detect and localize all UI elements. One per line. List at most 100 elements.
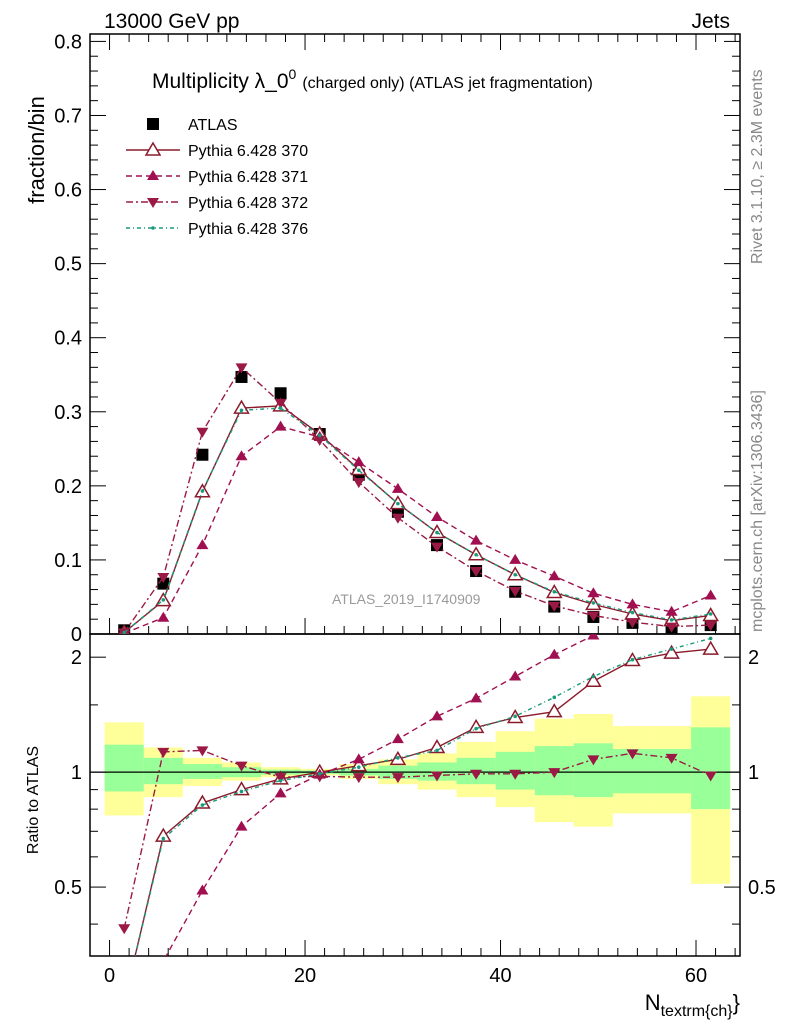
ratio-data-point <box>274 787 287 798</box>
ratio-series-pythia-6-428-372 <box>118 746 717 935</box>
ratio-data-point <box>274 773 287 784</box>
mcplots-label: mcplots.cern.ch [arXiv:1306.3436] <box>749 390 766 632</box>
main-data-point <box>626 618 639 629</box>
legend-marker <box>147 170 159 180</box>
ratio-data-point <box>157 747 170 758</box>
ratio-data-point <box>545 703 563 718</box>
main-y-tick-label: 0.5 <box>54 254 82 276</box>
main-data-point <box>239 408 244 413</box>
main-data-point <box>233 399 250 414</box>
x-tick-label: 60 <box>685 965 707 987</box>
main-data-point <box>591 601 596 605</box>
main-y-tick-label: 0.6 <box>54 180 82 202</box>
ratio-y-tick-label-right: 2 <box>748 647 759 669</box>
ratio-data-point <box>352 773 365 784</box>
legend-label: Pythia 6.428 370 <box>188 143 308 160</box>
ratio-data-point <box>663 644 680 659</box>
legend-label: Pythia 6.428 371 <box>188 169 308 186</box>
ratio-data-point <box>509 769 522 780</box>
x-axis-label: Ntextrm{ch}} <box>645 990 740 1020</box>
ratio-series-line <box>165 634 600 956</box>
title-main: Multiplicity λ_0 <box>152 70 289 93</box>
band-green-segment <box>104 744 144 792</box>
ratio-y-tick-label: 1 <box>71 762 82 784</box>
main-data-point <box>274 387 287 400</box>
main-data-point <box>122 630 127 634</box>
main-data-point <box>274 420 287 431</box>
legend-entry: Pythia 6.428 376 <box>126 221 308 238</box>
x-label-main: N <box>645 990 661 1015</box>
main-data-point <box>513 572 517 577</box>
main-data-point <box>391 482 404 493</box>
ratio-data-point <box>161 836 166 841</box>
legend-entry: ATLAS <box>147 117 238 134</box>
ratio-data-point <box>313 772 326 783</box>
axis-ticks: 00.10.20.30.40.50.60.70.80 20 40 600.5 0.51 1… <box>54 31 776 987</box>
main-data-point <box>665 622 678 633</box>
main-y-tick-label: 0.8 <box>54 31 82 53</box>
main-series <box>118 363 719 634</box>
ratio-data-point <box>470 769 483 780</box>
main-data-point <box>626 598 639 609</box>
main-data-point <box>391 513 404 524</box>
band-green-segment <box>573 743 613 798</box>
main-ylabel: fraction/bin <box>24 96 49 204</box>
ratio-data-point <box>626 749 639 760</box>
main-data-point <box>235 450 248 461</box>
header-right: Jets <box>691 10 730 33</box>
main-data-point <box>708 612 713 616</box>
main-data-point <box>435 530 439 535</box>
ratio-series-line <box>134 648 711 956</box>
main-series-pythia-6-428-372 <box>118 363 717 634</box>
ratio-data-point <box>162 955 164 956</box>
ratio-data-point <box>430 771 443 782</box>
ratio-data-point <box>317 772 322 776</box>
ratio-data-point <box>669 647 674 651</box>
ratio-data-point <box>552 695 557 700</box>
ratio-data-point <box>708 636 713 641</box>
main-data-point <box>548 601 561 612</box>
ratio-series-line <box>134 637 711 956</box>
legend-entry: Pythia 6.428 370 <box>126 141 308 160</box>
main-data-point <box>235 363 248 374</box>
main-data-point <box>470 567 483 578</box>
ratio-y-tick-label: 2 <box>71 647 82 669</box>
legend-marker <box>147 198 159 208</box>
ratio-data-point <box>200 803 205 807</box>
main-data-point <box>396 501 400 506</box>
ratio-data-point <box>239 789 244 794</box>
ratio-data-point <box>509 670 522 681</box>
ratio-series-pythia-6-428-376 <box>134 636 713 956</box>
main-y-tick-label: 0.4 <box>54 328 82 350</box>
legend-entry: Pythia 6.428 371 <box>126 169 308 186</box>
ratio-series <box>118 634 719 956</box>
legend-marker <box>151 226 155 230</box>
main-series-pythia-6-428-371 <box>120 420 717 634</box>
ratio-data-point <box>665 753 678 764</box>
band-green-segment <box>691 727 731 810</box>
x-tick-label: 40 <box>489 965 511 987</box>
band-green-segment <box>143 757 183 785</box>
ratio-data-point <box>233 781 250 796</box>
main-data-point <box>470 534 483 545</box>
main-data-point <box>587 611 600 622</box>
main-data-point <box>552 589 557 594</box>
ratio-data-point <box>196 884 209 895</box>
ratio-series-line <box>123 749 711 929</box>
ratio-data-point <box>235 761 248 772</box>
ratio-data-point <box>118 924 131 935</box>
x-tick-label: 20 <box>294 965 316 987</box>
ratio-data-point <box>235 820 248 831</box>
analysis-watermark: ATLAS_2019_I1740909 <box>332 591 481 607</box>
main-data-point <box>200 489 205 493</box>
legend-label: ATLAS <box>188 117 238 134</box>
title-tail: (charged only) (ATLAS jet fragmentation) <box>302 75 593 92</box>
main-data-point <box>196 427 209 438</box>
ratio-data-point <box>587 755 600 766</box>
ratio-data-point <box>548 768 561 779</box>
main-data-point <box>352 478 365 489</box>
legend: ATLAS Pythia 6.428 370 Pythia 6.428 371 Pyt… <box>126 117 308 238</box>
ratio-y-tick-label-right: 1 <box>748 762 759 784</box>
main-data-point <box>669 618 674 622</box>
